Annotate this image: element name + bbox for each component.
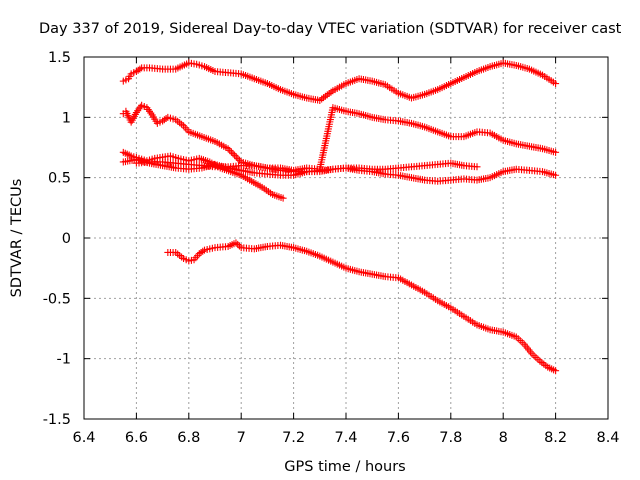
x-tick-label: 6.6 bbox=[125, 430, 148, 446]
y-axis-label: SDTVAR / TECUs bbox=[9, 179, 25, 298]
data-point bbox=[235, 242, 243, 250]
series-track-second bbox=[132, 104, 560, 174]
data-point bbox=[226, 146, 234, 154]
x-tick-label: 8.2 bbox=[544, 430, 567, 446]
x-tick-label: 7 bbox=[237, 430, 246, 446]
y-tick-label: 0.5 bbox=[48, 171, 71, 187]
data-point bbox=[232, 239, 240, 247]
data-point bbox=[232, 153, 240, 161]
data-point bbox=[229, 150, 237, 158]
data-point bbox=[236, 156, 244, 164]
data-point bbox=[227, 148, 235, 156]
series-track-top bbox=[119, 59, 560, 104]
y-tick-label: -1.5 bbox=[43, 412, 71, 428]
y-tick-label: 1.5 bbox=[48, 50, 71, 66]
chart-title: Day 337 of 2019, Sidereal Day-to-day VTE… bbox=[39, 21, 622, 37]
x-tick-label: 6.8 bbox=[177, 430, 200, 446]
x-axis-label: GPS time / hours bbox=[284, 459, 405, 475]
y-tick-label: 0 bbox=[62, 231, 71, 247]
data-point bbox=[552, 367, 560, 375]
data-point bbox=[231, 151, 239, 159]
x-tick-label: 7.4 bbox=[334, 430, 357, 446]
data-point bbox=[552, 80, 560, 88]
data-point bbox=[234, 240, 242, 248]
x-tick-label: 7.6 bbox=[387, 430, 410, 446]
series-track-cluster-b bbox=[119, 156, 481, 179]
data-point bbox=[473, 163, 481, 171]
y-tick-label: -0.5 bbox=[43, 291, 71, 307]
y-tick-label: -1 bbox=[57, 352, 71, 368]
y-tick-label: 1 bbox=[62, 110, 71, 126]
data-points bbox=[119, 59, 560, 375]
data-point bbox=[199, 247, 207, 255]
x-tick-label: 7.8 bbox=[439, 430, 462, 446]
series-track-cluster-a bbox=[119, 148, 287, 202]
grid-lines bbox=[84, 57, 608, 419]
y-axis-ticks: -1.5 -1 -0.5 0 0.5 1 1.5 bbox=[43, 50, 608, 428]
series-track-bottom bbox=[164, 239, 560, 375]
x-tick-label: 6.4 bbox=[72, 430, 95, 446]
data-point bbox=[234, 155, 242, 163]
data-point bbox=[224, 145, 232, 153]
x-tick-label: 8 bbox=[499, 430, 508, 446]
x-tick-label: 7.2 bbox=[282, 430, 305, 446]
data-point bbox=[136, 65, 144, 73]
data-point bbox=[279, 194, 287, 202]
x-tick-label: 8.4 bbox=[596, 430, 619, 446]
data-point bbox=[552, 171, 560, 179]
data-point bbox=[552, 148, 560, 156]
